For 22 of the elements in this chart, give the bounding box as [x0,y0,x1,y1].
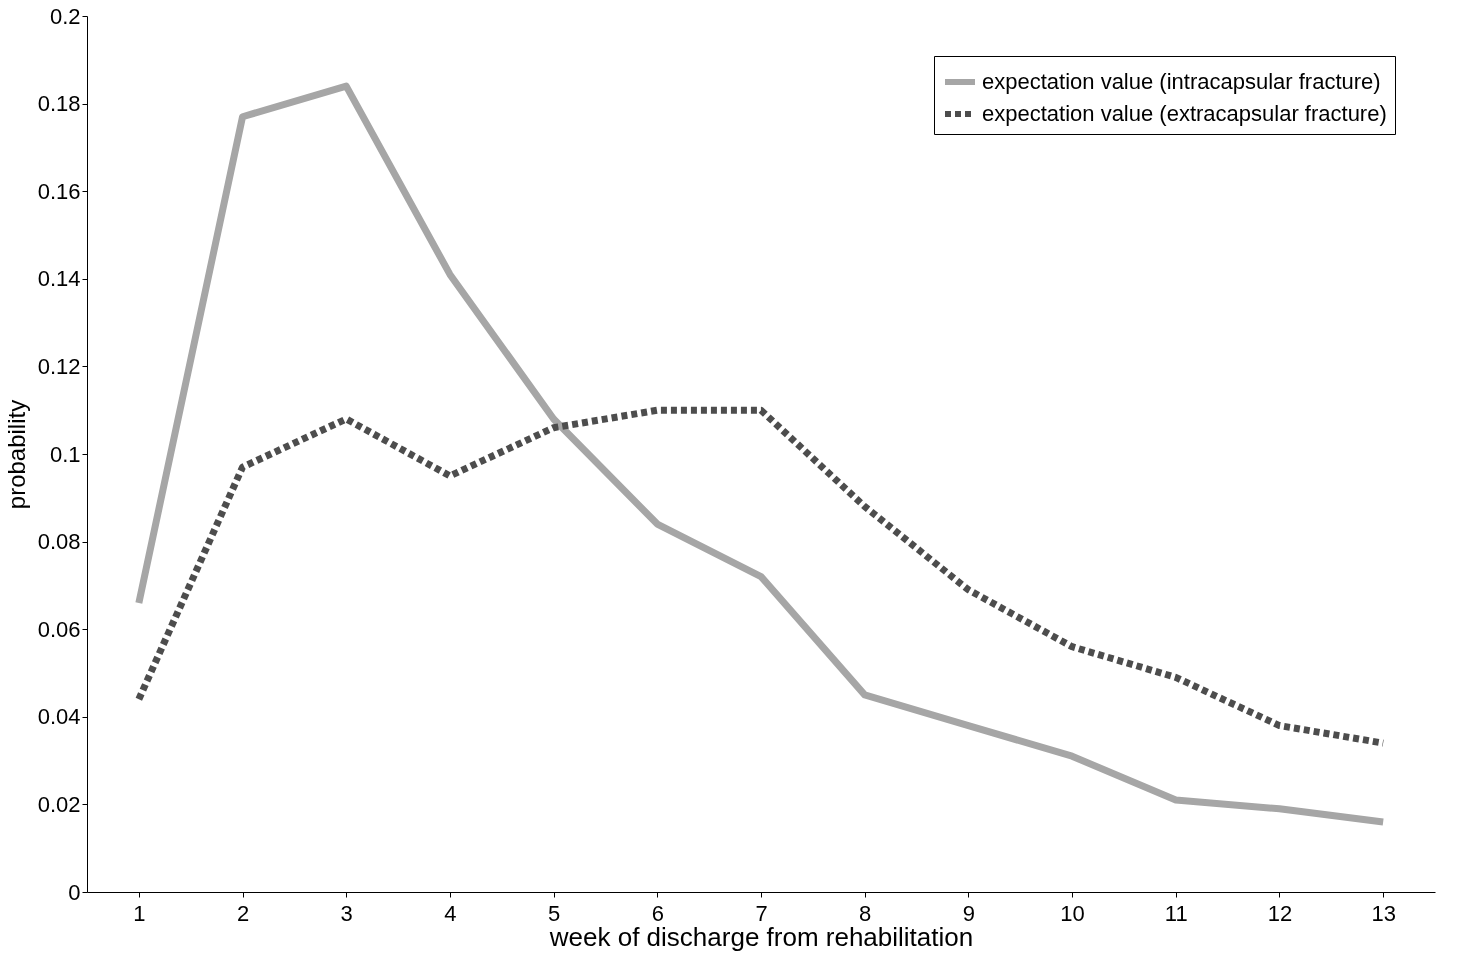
y-tick-label: 0.06 [37,616,81,642]
y-tick-label: 0.1 [49,441,81,467]
x-tick-label: 12 [1267,900,1293,926]
y-tick-label: 0.2 [49,3,81,29]
x-tick-label: 2 [236,900,250,926]
y-tick-label: 0 [68,879,81,905]
x-tick-label: 1 [133,900,146,926]
y-axis-title: probability [2,399,30,510]
legend-label: expectation value (intracapsular fracture) [982,69,1381,94]
y-tick-label: 0.14 [37,266,81,292]
x-tick-label: 10 [1060,900,1085,926]
y-tick-label: 0.04 [37,704,81,730]
y-tick-label: 0.08 [37,529,81,555]
y-tick-label: 0.18 [37,91,81,117]
y-tick-label: 0.02 [37,791,81,817]
x-tick-label: 11 [1164,900,1188,926]
y-tick-label: 0.12 [37,353,81,379]
x-tick-label: 3 [340,900,353,926]
x-tick-label: 4 [444,900,457,926]
legend-label: expectation value (extracapsular fracture) [982,101,1387,126]
x-tick-label: 13 [1371,900,1396,926]
y-tick-label: 0.16 [37,178,81,204]
